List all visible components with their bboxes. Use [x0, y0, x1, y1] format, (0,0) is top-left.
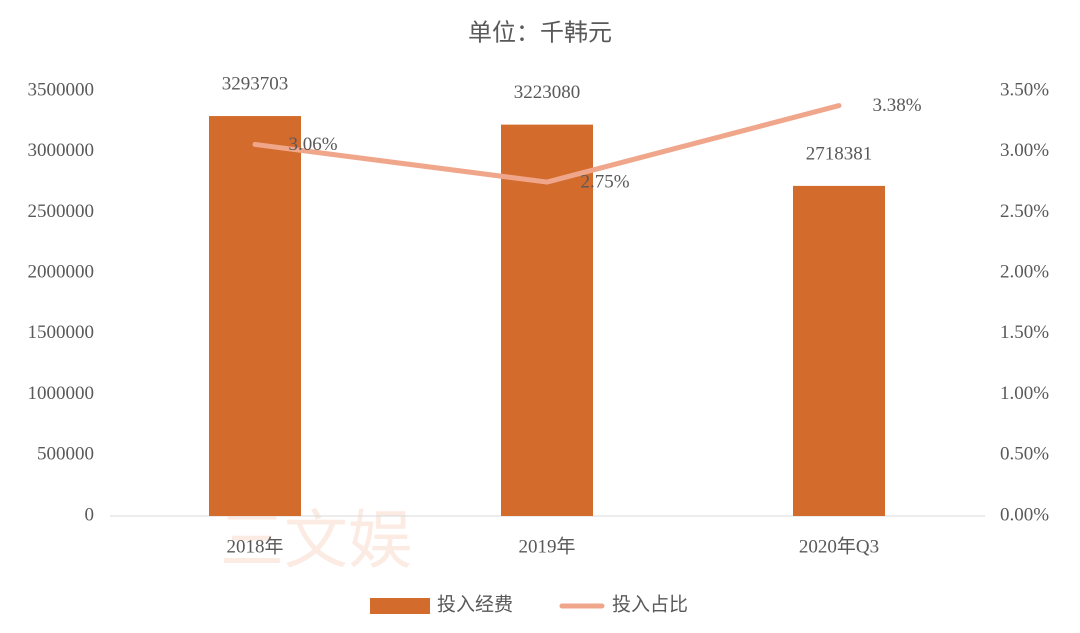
- x-tick-label: 2020年Q3: [799, 535, 879, 557]
- bar: [501, 124, 593, 516]
- x-tick-label: 2019年: [518, 535, 575, 557]
- y2-tick-label: 1.00%: [1000, 383, 1049, 404]
- chart-title: 单位：千韩元: [468, 20, 612, 47]
- y2-tick-label: 1.50%: [1000, 322, 1049, 343]
- y-tick-label: 3000000: [28, 140, 95, 161]
- data-label: 3293703: [222, 73, 289, 94]
- data-label: 3.06%: [288, 134, 337, 155]
- legend-swatch: [370, 598, 430, 614]
- legend-label: 投入经费: [437, 593, 513, 615]
- y2-tick-label: 3.50%: [1000, 79, 1049, 100]
- bar: [209, 116, 301, 516]
- y2-tick-label: 0.50%: [1000, 444, 1049, 465]
- y2-tick-label: 2.00%: [1000, 262, 1049, 283]
- y-tick-label: 500000: [37, 444, 94, 465]
- data-label: 2718381: [806, 143, 873, 164]
- y2-tick-label: 0.00%: [1000, 504, 1049, 525]
- bar: [793, 185, 885, 516]
- data-label: 2.75%: [580, 171, 629, 192]
- y-tick-label: 1500000: [28, 322, 95, 343]
- y-tick-label: 0: [85, 504, 95, 525]
- watermark: 三文娱: [220, 505, 412, 579]
- x-tick-label: 2018年: [226, 535, 283, 557]
- legend-label: 投入占比: [612, 593, 688, 615]
- y-tick-label: 1000000: [28, 383, 95, 404]
- line: [252, 103, 842, 185]
- y-tick-label: 3500000: [28, 79, 95, 100]
- data-label: 3223080: [514, 82, 581, 103]
- y-tick-label: 2000000: [28, 262, 95, 283]
- y-tick-label: 2500000: [28, 201, 95, 222]
- data-label: 3.38%: [872, 95, 921, 116]
- y2-tick-label: 2.50%: [1000, 201, 1049, 222]
- y2-tick-label: 3.00%: [1000, 140, 1049, 161]
